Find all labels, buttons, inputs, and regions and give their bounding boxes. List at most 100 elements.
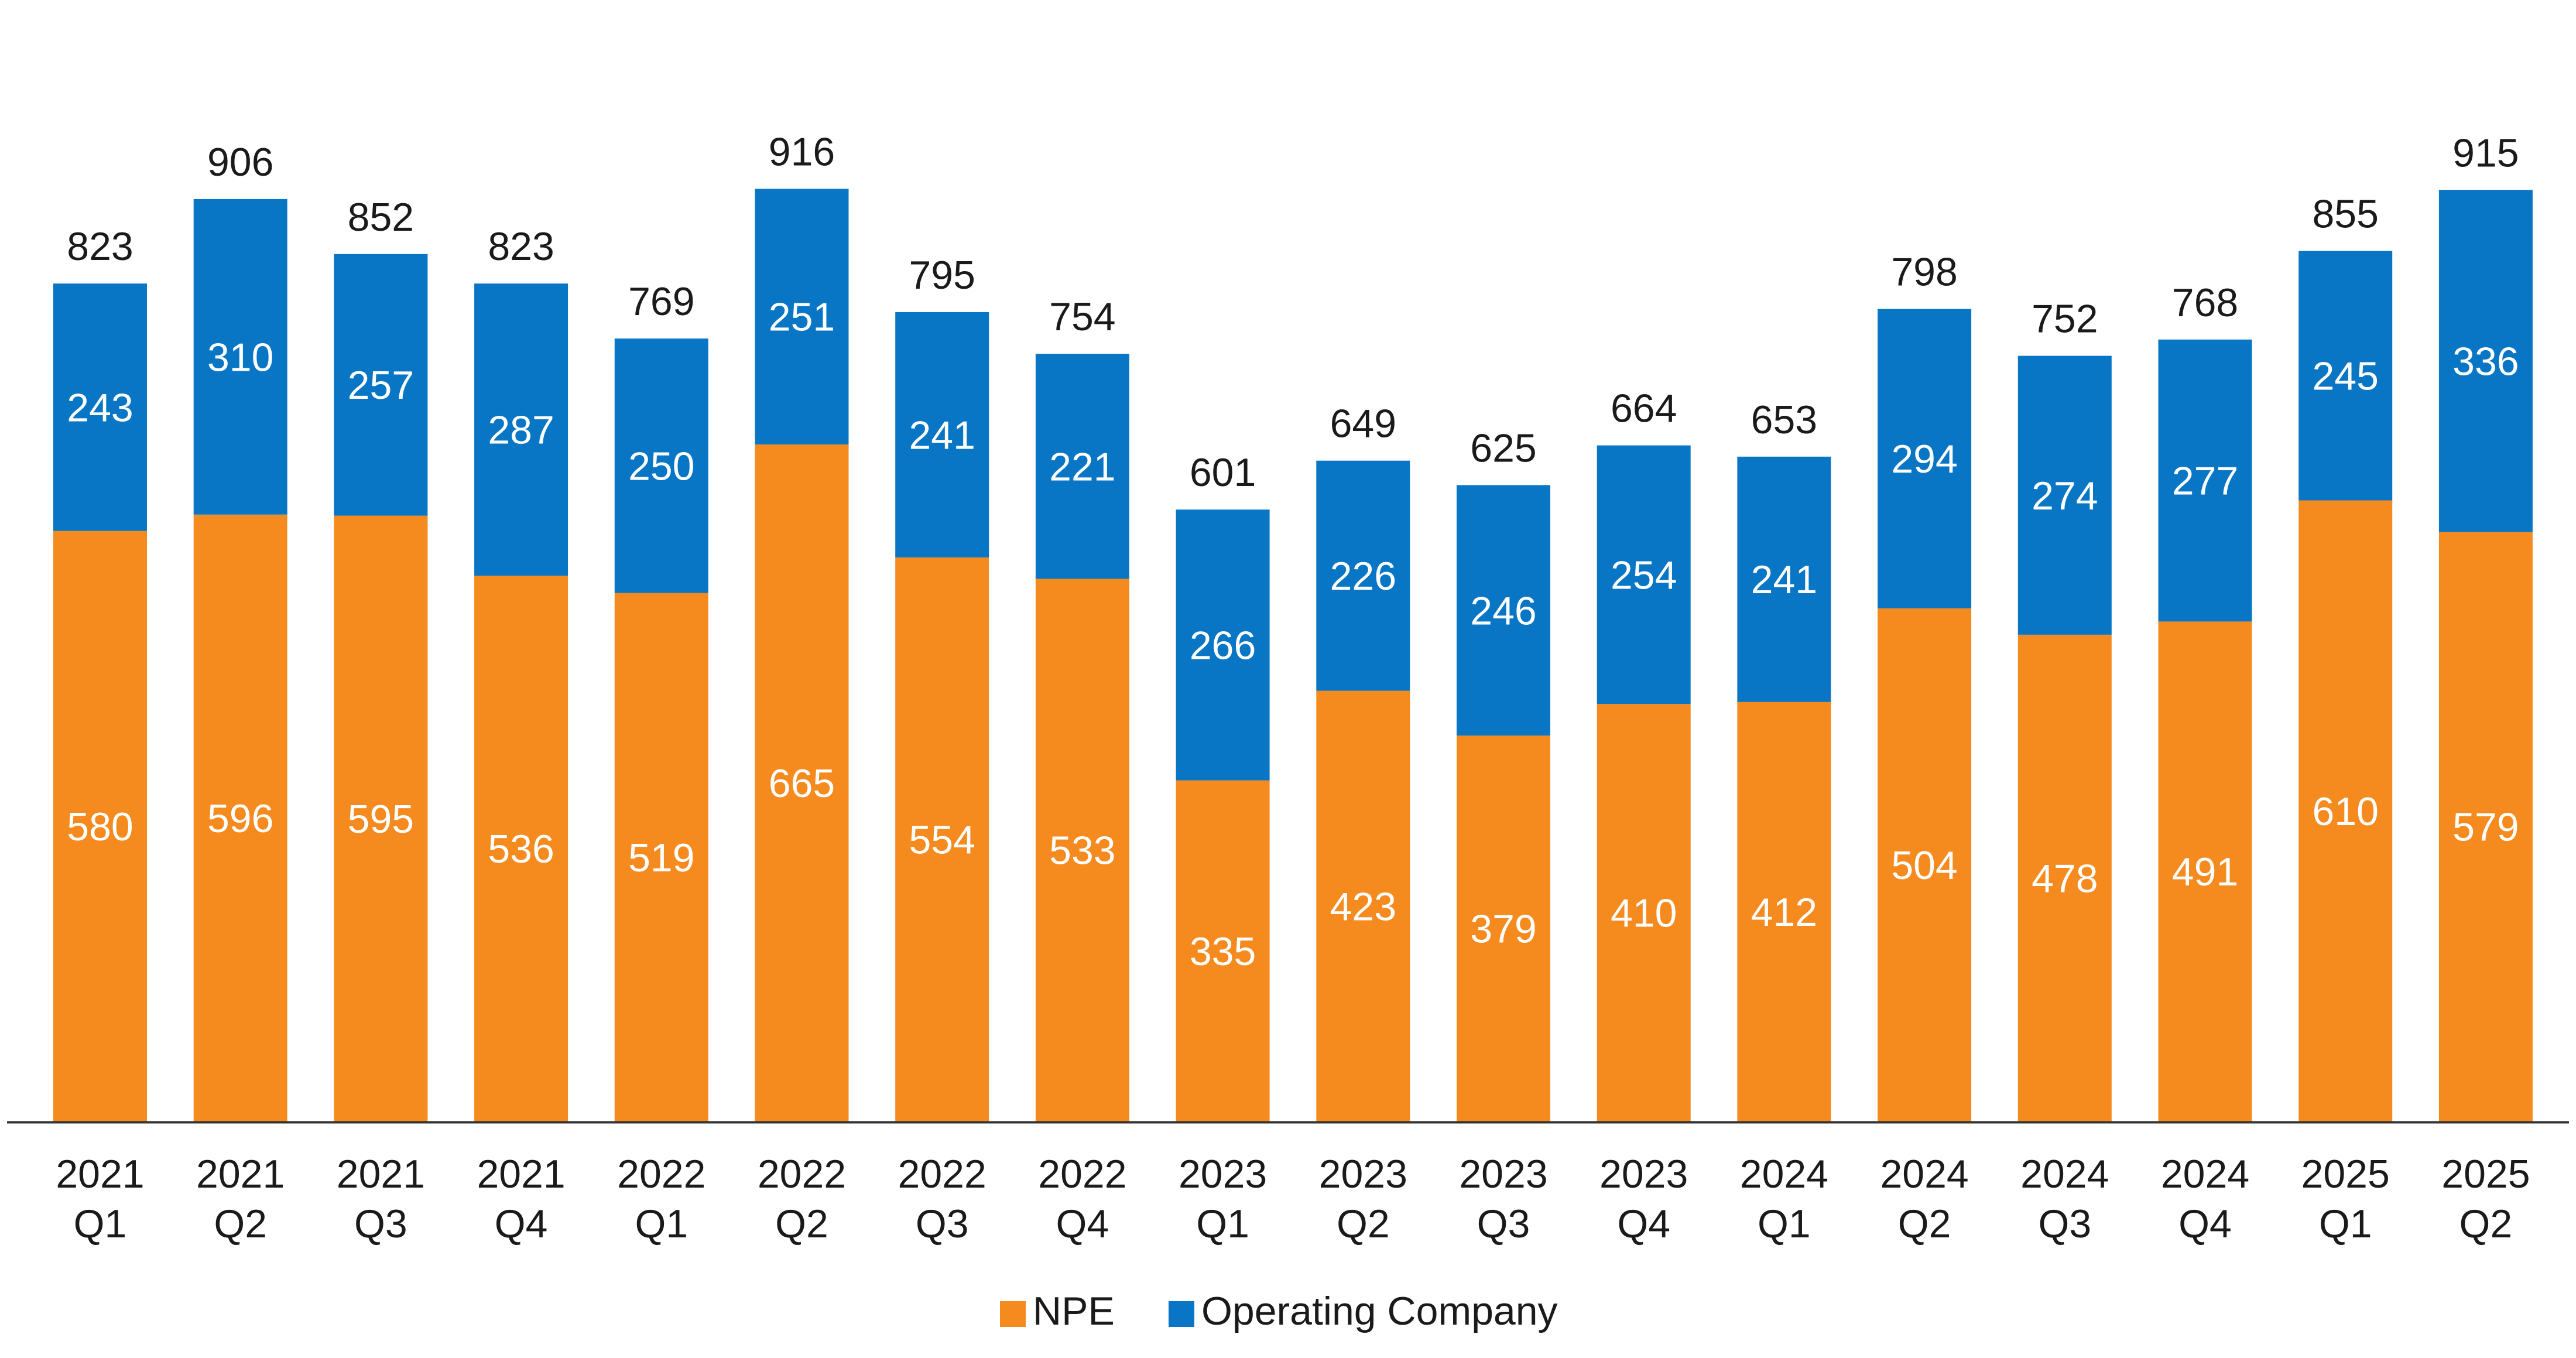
data-label-npe: 478 — [2032, 857, 2098, 901]
x-tick-label-year: 2024 — [1740, 1152, 1828, 1196]
data-label-npe: 536 — [488, 827, 554, 871]
data-label-operating-company: 245 — [2312, 354, 2378, 399]
data-label-operating-company: 246 — [1470, 589, 1536, 633]
data-label-npe: 665 — [769, 761, 835, 806]
data-label-operating-company: 287 — [488, 408, 554, 453]
data-label-npe: 595 — [348, 797, 414, 842]
x-tick-label-year: 2021 — [56, 1152, 144, 1196]
data-label-npe: 379 — [1470, 907, 1536, 952]
data-label-operating-company: 250 — [628, 444, 694, 488]
x-tick-label-year: 2021 — [477, 1152, 565, 1196]
total-label: 653 — [1751, 398, 1817, 442]
x-tick-label-year: 2023 — [1319, 1152, 1407, 1196]
x-tick-label-quarter: Q3 — [354, 1202, 407, 1246]
x-tick-label-quarter: Q1 — [2319, 1202, 2372, 1246]
x-tick-label-quarter: Q4 — [1056, 1202, 1109, 1246]
x-tick-label-year: 2022 — [898, 1152, 986, 1196]
data-label-operating-company: 241 — [1751, 557, 1817, 602]
data-label-operating-company: 277 — [2172, 459, 2238, 504]
data-label-operating-company: 310 — [207, 335, 273, 379]
data-label-operating-company: 241 — [909, 413, 975, 457]
total-labels-group: 823 906 852 823 769 916 795 754 601 649 625 664 653 7… — [67, 130, 2519, 495]
x-tick-label-year: 2021 — [196, 1152, 285, 1196]
x-tick-label-quarter: Q4 — [2178, 1202, 2232, 1246]
total-label: 649 — [1330, 402, 1396, 446]
legend-swatch-operating-company — [1169, 1301, 1194, 1327]
data-label-npe: 580 — [67, 805, 133, 849]
total-label: 752 — [2032, 297, 2098, 341]
data-label-npe: 610 — [2312, 789, 2378, 834]
x-tick-label-year: 2023 — [1599, 1152, 1688, 1196]
data-label-npe: 410 — [1611, 891, 1677, 936]
x-tick-label-quarter: Q1 — [74, 1202, 127, 1246]
total-label: 769 — [628, 279, 694, 324]
segment-labels-group: 580 243 596 310 595 257 536 287 519 250 665 251 554 2… — [67, 295, 2519, 974]
data-label-npe: 412 — [1751, 890, 1817, 935]
x-tick-label-year: 2023 — [1459, 1152, 1547, 1196]
total-label: 795 — [909, 253, 975, 297]
x-tick-label-year: 2024 — [1880, 1152, 1968, 1196]
data-label-npe: 579 — [2452, 805, 2519, 850]
x-tick-label-year: 2025 — [2441, 1152, 2530, 1196]
total-label: 823 — [488, 224, 554, 269]
total-label: 916 — [769, 130, 835, 175]
x-tick-label-quarter: Q1 — [1196, 1202, 1249, 1246]
data-label-operating-company: 243 — [67, 385, 133, 430]
total-label: 754 — [1049, 295, 1115, 339]
data-label-operating-company: 274 — [2032, 474, 2098, 518]
legend: NPE Operating Company — [1000, 1289, 1558, 1333]
x-tick-label-quarter: Q3 — [2038, 1202, 2091, 1246]
total-label: 852 — [348, 195, 414, 240]
legend-label-operating-company: Operating Company — [1201, 1289, 1558, 1333]
data-label-npe: 596 — [207, 796, 273, 841]
x-tick-label-year: 2024 — [2161, 1152, 2249, 1196]
data-label-npe: 504 — [1891, 843, 1957, 888]
x-tick-label-year: 2023 — [1179, 1152, 1267, 1196]
x-tick-label-year: 2022 — [617, 1152, 705, 1196]
x-tick-labels-group: 2021 Q1 2021 Q2 2021 Q3 2021 Q4 2022 Q1 2022 Q2 2022… — [56, 1152, 2530, 1246]
total-label: 625 — [1470, 426, 1536, 470]
legend-label-npe: NPE — [1033, 1289, 1115, 1333]
x-tick-label-year: 2021 — [337, 1152, 425, 1196]
x-tick-label-quarter: Q3 — [1477, 1202, 1530, 1246]
x-tick-label-year: 2025 — [2301, 1152, 2390, 1196]
data-label-npe: 519 — [628, 836, 694, 880]
data-label-operating-company: 226 — [1330, 554, 1396, 598]
total-label: 823 — [67, 224, 133, 269]
x-tick-label-quarter: Q1 — [1758, 1202, 1811, 1246]
x-tick-label-year: 2022 — [1038, 1152, 1126, 1196]
x-tick-label-quarter: Q2 — [775, 1202, 828, 1246]
total-label: 915 — [2452, 131, 2519, 175]
x-tick-label-quarter: Q2 — [2459, 1202, 2513, 1246]
legend-swatch-npe — [1000, 1301, 1026, 1327]
x-tick-label-quarter: Q2 — [214, 1202, 267, 1246]
x-tick-label-quarter: Q3 — [916, 1202, 969, 1246]
total-label: 601 — [1190, 450, 1256, 495]
total-label: 855 — [2312, 192, 2378, 237]
data-label-npe: 423 — [1330, 884, 1396, 929]
x-tick-label-quarter: Q4 — [495, 1202, 548, 1246]
data-label-operating-company: 257 — [348, 363, 414, 408]
total-label: 798 — [1891, 250, 1957, 295]
total-label: 906 — [207, 140, 273, 184]
total-label: 768 — [2172, 281, 2238, 325]
data-label-operating-company: 254 — [1611, 553, 1677, 597]
total-label: 664 — [1611, 386, 1677, 431]
data-label-operating-company: 221 — [1049, 444, 1115, 489]
x-tick-label-quarter: Q1 — [635, 1202, 688, 1246]
data-label-npe: 533 — [1049, 829, 1115, 873]
x-tick-label-year: 2022 — [758, 1152, 846, 1196]
data-label-operating-company: 266 — [1190, 623, 1256, 668]
x-tick-label-quarter: Q2 — [1898, 1202, 1951, 1246]
x-tick-label-quarter: Q4 — [1617, 1202, 1670, 1246]
x-tick-label-year: 2024 — [2020, 1152, 2109, 1196]
data-label-operating-company: 251 — [769, 295, 835, 340]
data-label-npe: 491 — [2172, 850, 2238, 894]
data-label-operating-company: 294 — [1891, 437, 1957, 481]
data-label-npe: 335 — [1190, 929, 1256, 974]
data-label-operating-company: 336 — [2452, 339, 2519, 384]
data-label-npe: 554 — [909, 817, 975, 862]
x-tick-label-quarter: Q2 — [1337, 1202, 1390, 1246]
bars-group — [53, 189, 2533, 1122]
